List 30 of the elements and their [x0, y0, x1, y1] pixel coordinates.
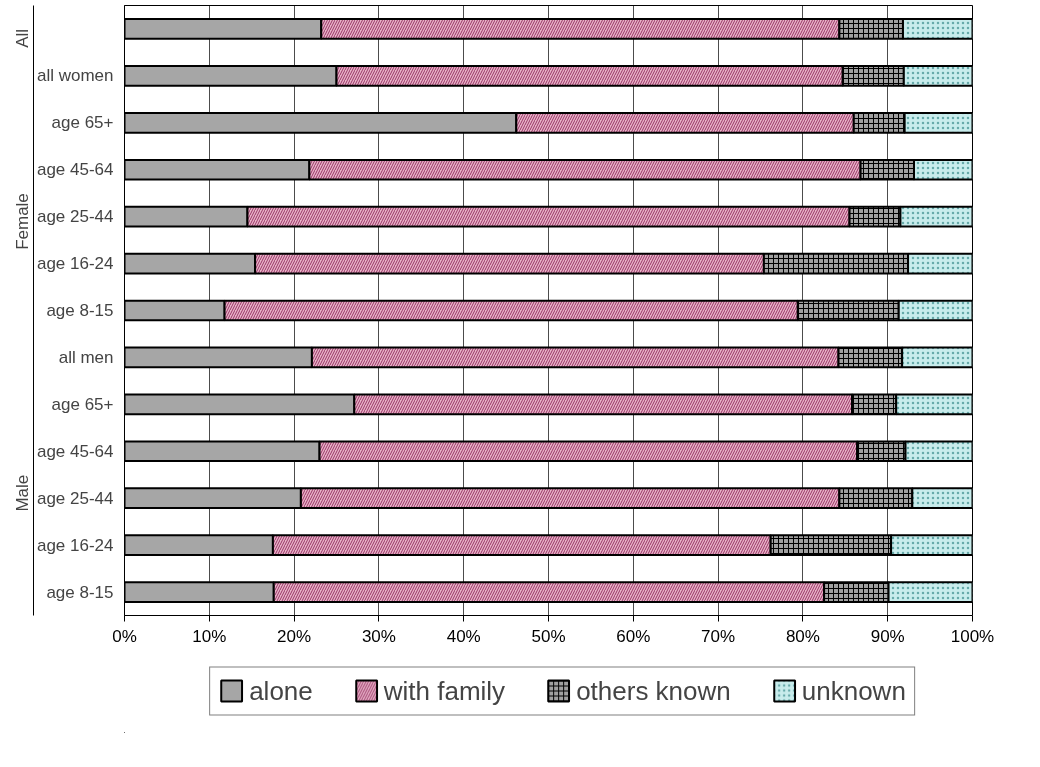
y-tick-label: age 45-64 — [36, 160, 114, 180]
y-tick-label: age 25-44 — [36, 207, 114, 227]
y-tick-label: age 25-44 — [36, 488, 114, 508]
legend-label: alone — [249, 675, 313, 706]
text: All — [13, 28, 32, 48]
y-tick-label: age 8-15 — [46, 582, 114, 602]
text: Female — [13, 193, 32, 250]
y-tick-label: age 16-24 — [36, 535, 114, 555]
y-tick-label: age 65+ — [51, 394, 114, 414]
x-tick-label: 10% — [192, 626, 227, 646]
x-tick-label: 90% — [870, 626, 905, 646]
x-tick-label: 60% — [616, 626, 651, 646]
x-tick-label: 30% — [361, 626, 396, 646]
x-tick-label: 40% — [446, 626, 481, 646]
x-tick-label: 20% — [277, 626, 312, 646]
y-tick-label: all men — [58, 347, 114, 367]
x-tick-label: 0% — [112, 626, 137, 646]
y-tick-label: all women — [36, 66, 114, 86]
x-tick-label: 80% — [785, 626, 820, 646]
y-tick-label: age 65+ — [51, 113, 114, 133]
y-tick-label: age 45-64 — [36, 441, 114, 461]
legend-label: with family — [383, 675, 506, 706]
x-tick-label: 100% — [950, 626, 995, 646]
y-tick-label: age 8-15 — [46, 301, 114, 320]
legend-label: others known — [576, 675, 731, 706]
text: Male — [13, 474, 32, 512]
legend-label: unknown — [801, 675, 906, 706]
x-tick-label: 50% — [531, 626, 566, 646]
x-tick-label: 70% — [701, 626, 736, 646]
y-tick-label: age 16-24 — [36, 254, 114, 274]
